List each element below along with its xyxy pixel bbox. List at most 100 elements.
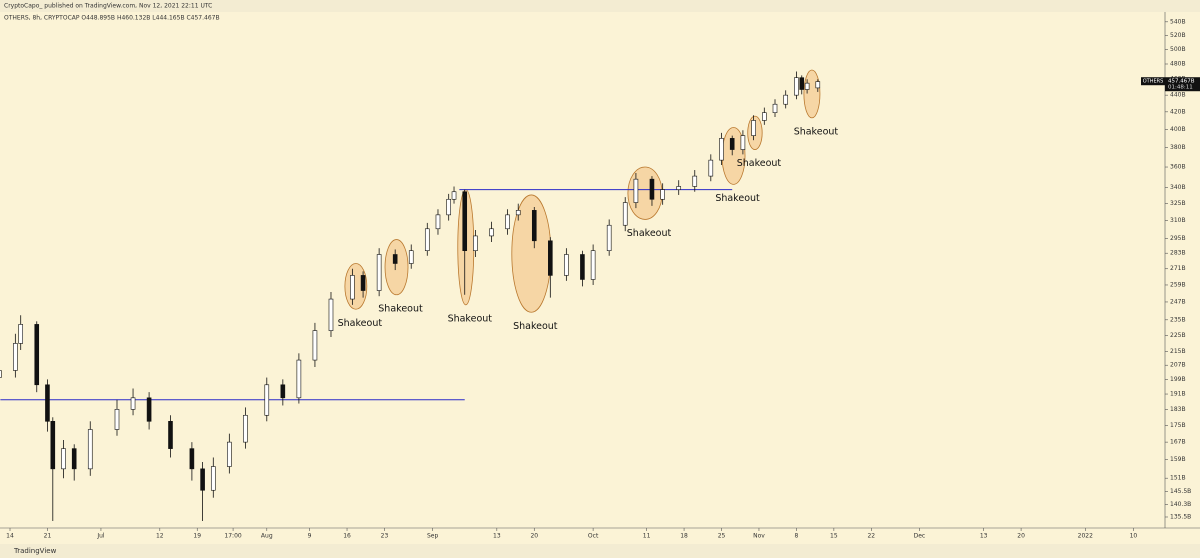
candle-body <box>531 210 537 242</box>
x-tick-label: 20 <box>1017 533 1025 540</box>
candle-body <box>783 94 789 105</box>
candle-body <box>446 198 451 216</box>
candle-body <box>794 77 799 96</box>
candle-body <box>424 228 430 252</box>
x-tick-label: 16 <box>343 533 351 540</box>
shakeout-label: Shakeout <box>737 158 782 169</box>
y-tick-label: 380B <box>1170 144 1186 151</box>
shakeout-label: Shakeout <box>627 228 672 239</box>
x-tick-label: 19 <box>193 533 201 540</box>
shakeout-label: Shakeout <box>448 313 493 324</box>
y-tick-label: 235B <box>1170 316 1186 323</box>
y-tick-label: 325B <box>1170 200 1186 207</box>
price-tag-box <box>1165 77 1200 92</box>
candle-body <box>45 384 50 422</box>
candle-body <box>692 175 698 187</box>
shakeout-label: Shakeout <box>513 321 558 332</box>
published-note: CryptoCapo_ published on TradingView.com… <box>4 3 212 10</box>
candle-body <box>729 138 735 150</box>
y-tick-label: 159B <box>1170 456 1186 463</box>
candle-body <box>804 82 810 90</box>
y-tick-label: 295B <box>1170 235 1186 242</box>
y-tick-label: 225B <box>1170 332 1186 339</box>
shakeout-label: Shakeout <box>794 126 839 137</box>
x-tick-label: 20 <box>530 533 538 540</box>
y-tick-label: 259B <box>1170 281 1186 288</box>
y-tick-label: 199B <box>1170 376 1186 383</box>
header-bar <box>0 0 1200 12</box>
shakeout-label: Shakeout <box>378 303 423 314</box>
candle-body <box>13 343 18 371</box>
candle-body <box>762 112 767 121</box>
candle-body <box>350 275 355 300</box>
y-tick-label: 145.5B <box>1170 488 1191 495</box>
y-tick-label: 500B <box>1170 46 1186 53</box>
x-tick-label: Sep <box>427 533 439 540</box>
x-tick-label: 18 <box>680 533 688 540</box>
x-tick-label: 14 <box>6 533 14 540</box>
candle-body <box>0 370 2 378</box>
x-tick-label: 12 <box>156 533 164 540</box>
y-tick-label: 207B <box>1170 362 1186 369</box>
candle-body <box>146 397 152 422</box>
candle-body <box>130 397 136 410</box>
candle-body <box>719 138 724 161</box>
candle-body <box>296 359 302 399</box>
candle-body <box>87 429 93 470</box>
shakeout-highlight <box>384 239 409 296</box>
y-tick-label: 175B <box>1170 422 1186 429</box>
y-tick-label: 480B <box>1170 60 1186 67</box>
candle-body <box>210 466 216 491</box>
shakeout-label: Shakeout <box>715 193 760 204</box>
brand: TradingView <box>13 547 57 555</box>
candle-body <box>168 421 173 449</box>
candle-body <box>649 178 655 200</box>
candle-body <box>708 159 714 177</box>
candle-body <box>34 324 40 386</box>
symbol-legend: OTHERS, 8h, CRYPTOCAP O448.895B H460.132… <box>4 15 220 22</box>
candle-body <box>515 210 521 216</box>
candle-body <box>392 254 398 264</box>
shakeout-label: Shakeout <box>338 318 383 329</box>
y-tick-label: 440B <box>1170 92 1186 99</box>
y-tick-label: 151B <box>1170 475 1186 482</box>
candle-body <box>227 441 232 467</box>
y-tick-label: 135.5B <box>1170 513 1191 520</box>
candle-body <box>772 103 778 113</box>
candle-body <box>564 254 569 276</box>
candle-body <box>360 275 366 291</box>
candle-body <box>505 214 510 230</box>
candle-body <box>489 228 494 237</box>
candle-body <box>473 235 478 252</box>
candle-body <box>189 448 195 470</box>
x-tick-label: 10 <box>1130 533 1138 540</box>
x-tick-label: Jul <box>96 533 105 540</box>
x-tick-label: 11 <box>643 533 651 540</box>
footer-bar <box>0 544 1200 558</box>
candle-body <box>50 421 56 470</box>
x-tick-label: 2022 <box>1078 533 1093 540</box>
candle-body <box>660 189 665 200</box>
countdown: 01:48:11 <box>1168 85 1193 91</box>
candle-body <box>312 330 318 361</box>
candle-body <box>548 240 553 276</box>
candle-body <box>622 202 628 226</box>
candle-body <box>243 414 248 443</box>
candle-body <box>61 448 66 470</box>
x-tick-label: 13 <box>493 533 501 540</box>
y-tick-label: 271B <box>1170 265 1186 272</box>
candle-body <box>606 224 612 252</box>
candle-body <box>280 384 286 399</box>
x-tick-label: 9 <box>308 533 312 540</box>
x-tick-label: Oct <box>588 533 599 540</box>
y-tick-label: 540B <box>1170 18 1186 25</box>
y-tick-label: 420B <box>1170 108 1186 115</box>
candle-body <box>676 186 682 190</box>
candle-body <box>740 135 746 150</box>
x-tick-label: Dec <box>914 533 926 540</box>
y-tick-label: 247B <box>1170 298 1186 305</box>
y-tick-label: 191B <box>1170 391 1186 398</box>
candle-body <box>451 191 457 200</box>
y-tick-label: 520B <box>1170 32 1186 39</box>
